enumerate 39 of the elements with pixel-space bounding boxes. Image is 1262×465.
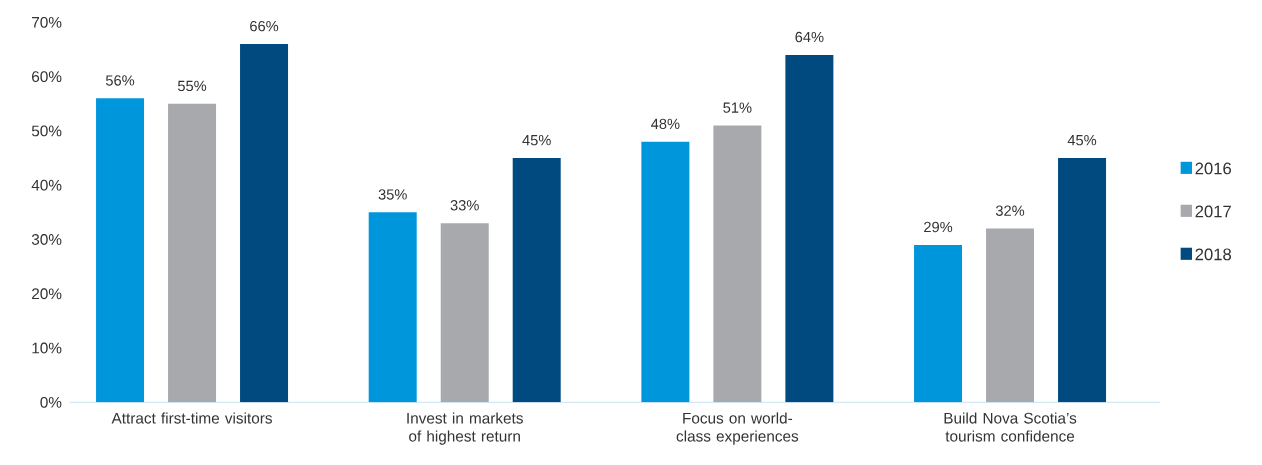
data-label: 45%: [1067, 135, 1097, 146]
y-tick-label: 10%: [32, 342, 62, 354]
data-label: 33%: [450, 200, 479, 211]
x-tick-label: Attract first-time visitors: [111, 412, 272, 424]
bar: [785, 54, 834, 403]
y-tick-label: 70%: [32, 16, 62, 28]
y-tick-label: 30%: [31, 234, 62, 245]
bar: [440, 223, 489, 403]
y-tick-label: 60%: [32, 71, 62, 83]
bar: [96, 98, 145, 403]
legend-label: 2018: [1195, 248, 1232, 261]
x-tick-label: Build Nova Scotia’s tourism confidence: [944, 412, 1077, 442]
data-label: 66%: [250, 20, 279, 32]
data-label: 45%: [522, 135, 551, 146]
bar: [641, 141, 690, 403]
data-label: 35%: [378, 189, 407, 200]
legend-label: 2017: [1195, 205, 1231, 218]
data-label: 29%: [924, 221, 953, 233]
data-label: 56%: [105, 75, 135, 86]
y-tick-label: 40%: [31, 179, 62, 191]
y-tick-label: 50%: [31, 125, 62, 137]
x-tick-label: Focus on world-class experiences: [676, 412, 799, 445]
data-label: 64%: [795, 31, 824, 43]
bar: [1058, 158, 1107, 403]
data-label: 32%: [995, 205, 1025, 216]
data-label: 48%: [651, 118, 680, 130]
bar: [368, 212, 417, 403]
bar: [986, 228, 1035, 403]
bar: [713, 125, 762, 403]
bar: [914, 244, 963, 403]
bar: [240, 44, 289, 403]
y-tick-label: 20%: [32, 288, 62, 300]
y-tick-label: 0%: [40, 396, 62, 408]
legend-label: 2016: [1195, 162, 1232, 175]
data-label: 55%: [177, 80, 207, 92]
bar: [168, 103, 217, 403]
x-tick-label: Invest in markets of highest return: [407, 412, 523, 445]
bar: [512, 158, 561, 403]
data-label: 51%: [723, 102, 752, 113]
